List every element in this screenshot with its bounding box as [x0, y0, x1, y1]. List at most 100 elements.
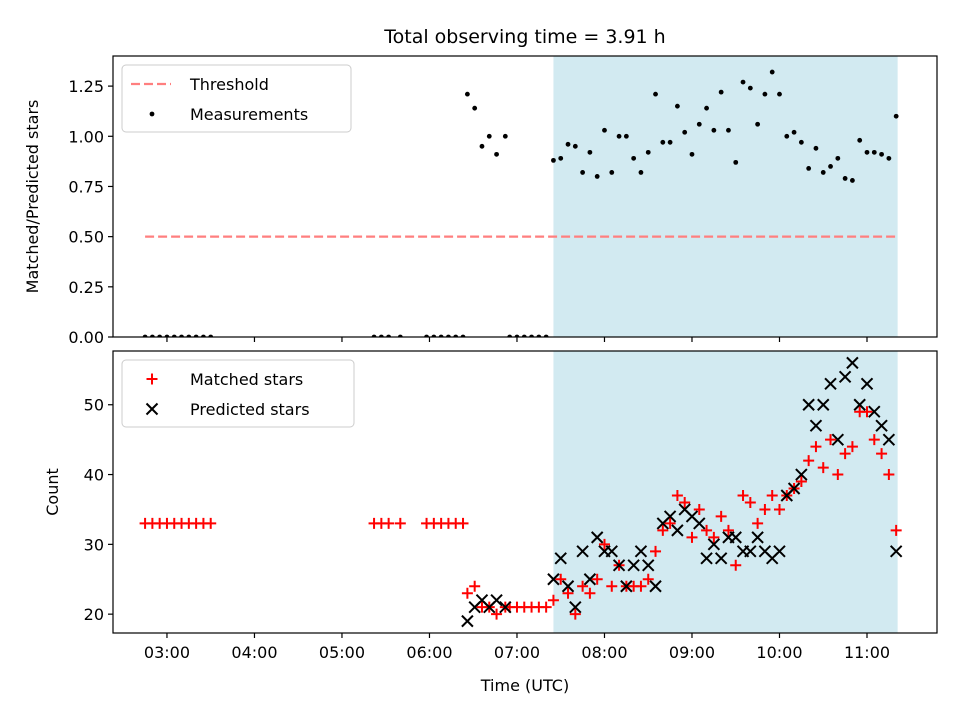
matched-star-point — [635, 580, 647, 592]
matched-star-point — [650, 545, 662, 557]
matched-star-point — [584, 587, 596, 599]
chart-title: Total observing time = 3.91 h — [383, 26, 665, 48]
measurement-point — [813, 145, 819, 151]
predicted-star-point — [831, 433, 845, 446]
measurement-point — [464, 91, 470, 97]
x-axis-label: Time (UTC) — [480, 676, 569, 695]
predicted-star-point — [627, 559, 640, 572]
x-tick-label: 10:00 — [756, 643, 802, 662]
matched-star-point — [825, 434, 837, 446]
predicted-star-point — [634, 545, 648, 558]
measurement-point — [718, 89, 724, 95]
matched-star-point — [457, 517, 469, 529]
predicted-star-point — [499, 600, 512, 614]
predicted-star-point — [846, 356, 859, 370]
matched-star-point — [722, 524, 734, 536]
count-y-axis-label: Count — [43, 468, 62, 516]
x-tick-label: 03:00 — [144, 643, 190, 662]
measurement-point — [835, 155, 841, 161]
predicted-star-point — [590, 531, 604, 544]
measurement-point — [820, 170, 826, 175]
measurement-point — [572, 143, 578, 149]
x-tick-label: 05:00 — [319, 643, 365, 662]
x-tick-label: 04:00 — [231, 643, 277, 662]
predicted-star-point — [860, 377, 874, 391]
matched-star-point — [555, 573, 567, 585]
matched-star-point — [708, 531, 720, 543]
count-panel: 20 30 40 50 03:00 04:00 05:00 06:00 07:00 08:00 09… — [43, 350, 938, 662]
predicted-star-point — [561, 580, 575, 593]
matched-star-point — [569, 608, 581, 620]
legend-label: Measurements — [190, 105, 308, 124]
predicted-star-point — [671, 524, 684, 537]
predicted-star-point — [838, 370, 852, 384]
measurement-point — [806, 166, 812, 171]
measurement-point — [675, 103, 680, 109]
measurement-point — [704, 105, 709, 111]
measurement-point — [864, 149, 870, 155]
measurement-point — [660, 139, 666, 145]
legend-predicted-swatch — [145, 402, 159, 416]
matched-star-point — [752, 517, 764, 529]
ratio-plot-area — [142, 69, 899, 337]
matched-star-point — [730, 559, 742, 571]
measurement-point — [486, 133, 492, 139]
legend-measurements-swatch — [149, 111, 155, 117]
ratio-shaded-region — [553, 56, 898, 337]
predicted-star-point — [693, 517, 706, 530]
measurement-point — [850, 178, 855, 183]
predicted-star-point — [707, 538, 721, 551]
count-y-tick-label: 50 — [84, 396, 104, 415]
legend-label: Predicted stars — [190, 400, 310, 419]
measurement-point — [616, 133, 622, 139]
predicted-star-point — [853, 398, 866, 411]
predicted-star-point — [729, 531, 742, 544]
measurement-point — [755, 121, 761, 127]
measurement-point — [740, 79, 746, 85]
matched-star-point — [766, 489, 778, 501]
measurement-point — [602, 127, 607, 133]
matched-star-point — [671, 489, 683, 501]
measurement-point — [769, 69, 775, 75]
measurement-point — [638, 170, 644, 175]
measurement-point — [609, 170, 615, 175]
matched-star-point — [686, 531, 698, 543]
matched-star-point — [737, 489, 749, 501]
ratio-y-tick-label: 1.00 — [68, 127, 104, 146]
predicted-star-point — [554, 552, 567, 565]
predicted-star-point — [620, 580, 633, 593]
predicted-star-point — [605, 545, 618, 558]
predicted-star-point — [809, 419, 823, 432]
measurement-point — [871, 149, 877, 155]
ratio-legend-box — [121, 64, 352, 133]
measurement-point — [857, 137, 863, 143]
measurement-point — [893, 113, 899, 119]
measurement-point — [798, 139, 804, 145]
predicted-star-point — [787, 482, 801, 495]
matched-star-point — [491, 608, 503, 620]
measurement-point — [623, 133, 629, 139]
predicted-star-point — [824, 377, 837, 391]
count-plot-area — [139, 356, 903, 628]
measurement-point — [682, 129, 688, 135]
matched-star-point — [577, 580, 589, 592]
measurement-point — [791, 129, 797, 135]
measurement-point — [494, 151, 499, 157]
matched-star-point — [547, 594, 559, 606]
predicted-star-point — [569, 600, 582, 614]
ratio-y-tick-label: 0.00 — [68, 328, 104, 347]
ratio-y-tick-label: 1.25 — [68, 77, 104, 96]
predicted-star-point — [875, 419, 888, 432]
matched-star-point — [846, 441, 858, 453]
matched-star-point — [890, 524, 902, 536]
matched-star-point — [876, 448, 888, 460]
measurement-point — [762, 91, 768, 97]
ratio-legend: Threshold Measurements — [121, 64, 352, 133]
ratio-y-tick-label: 0.25 — [68, 278, 104, 297]
measurement-point — [645, 149, 651, 155]
matched-star-point — [810, 441, 822, 453]
matched-star-point — [205, 517, 217, 529]
predicted-star-point — [795, 468, 808, 481]
measurement-point — [879, 151, 884, 157]
matched-star-point — [606, 580, 618, 592]
